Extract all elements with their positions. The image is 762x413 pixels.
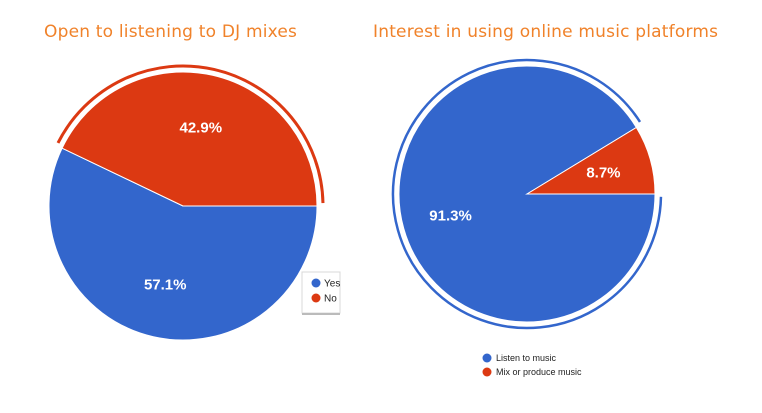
data-label-no: 42.9% xyxy=(180,120,223,137)
highlight-ring-listen-to-music xyxy=(391,58,663,330)
chart-title-dj-mixes: Open to listening to DJ mixes xyxy=(44,22,298,42)
pie-slice-mix-or-produce-music xyxy=(525,126,656,195)
pie-chart-online-platforms: 91.3% 8.7% xyxy=(391,58,663,330)
legend-online-platforms: Listen to music Mix or produce music xyxy=(482,353,582,377)
chart-title-online-platforms: Interest in using online music platforms xyxy=(373,22,719,42)
legend-swatch-listen-to-music xyxy=(482,353,492,363)
legend-dj-mixes: Yes No xyxy=(301,271,341,315)
data-label-mix-or-produce-music: 8.7% xyxy=(586,165,620,182)
legend-swatch-no xyxy=(311,293,321,303)
pie-slice-yes xyxy=(48,147,318,341)
data-label-yes: 57.1% xyxy=(144,276,187,293)
pie-chart-dj-mixes: 57.1% 42.9% xyxy=(48,64,325,341)
legend-label-yes: Yes xyxy=(324,279,340,290)
legend-label-no: No xyxy=(324,294,337,305)
legend-label-listen-to-music: Listen to music xyxy=(496,353,557,363)
legend-swatch-yes xyxy=(311,278,321,288)
legend-box xyxy=(301,271,341,314)
pie-slice-no xyxy=(61,71,318,207)
legend-label-mix-or-produce-music: Mix or produce music xyxy=(496,367,582,377)
highlight-ring-no xyxy=(56,64,325,204)
data-label-listen-to-music: 91.3% xyxy=(429,207,472,224)
legend-swatch-mix-or-produce-music xyxy=(482,367,492,377)
